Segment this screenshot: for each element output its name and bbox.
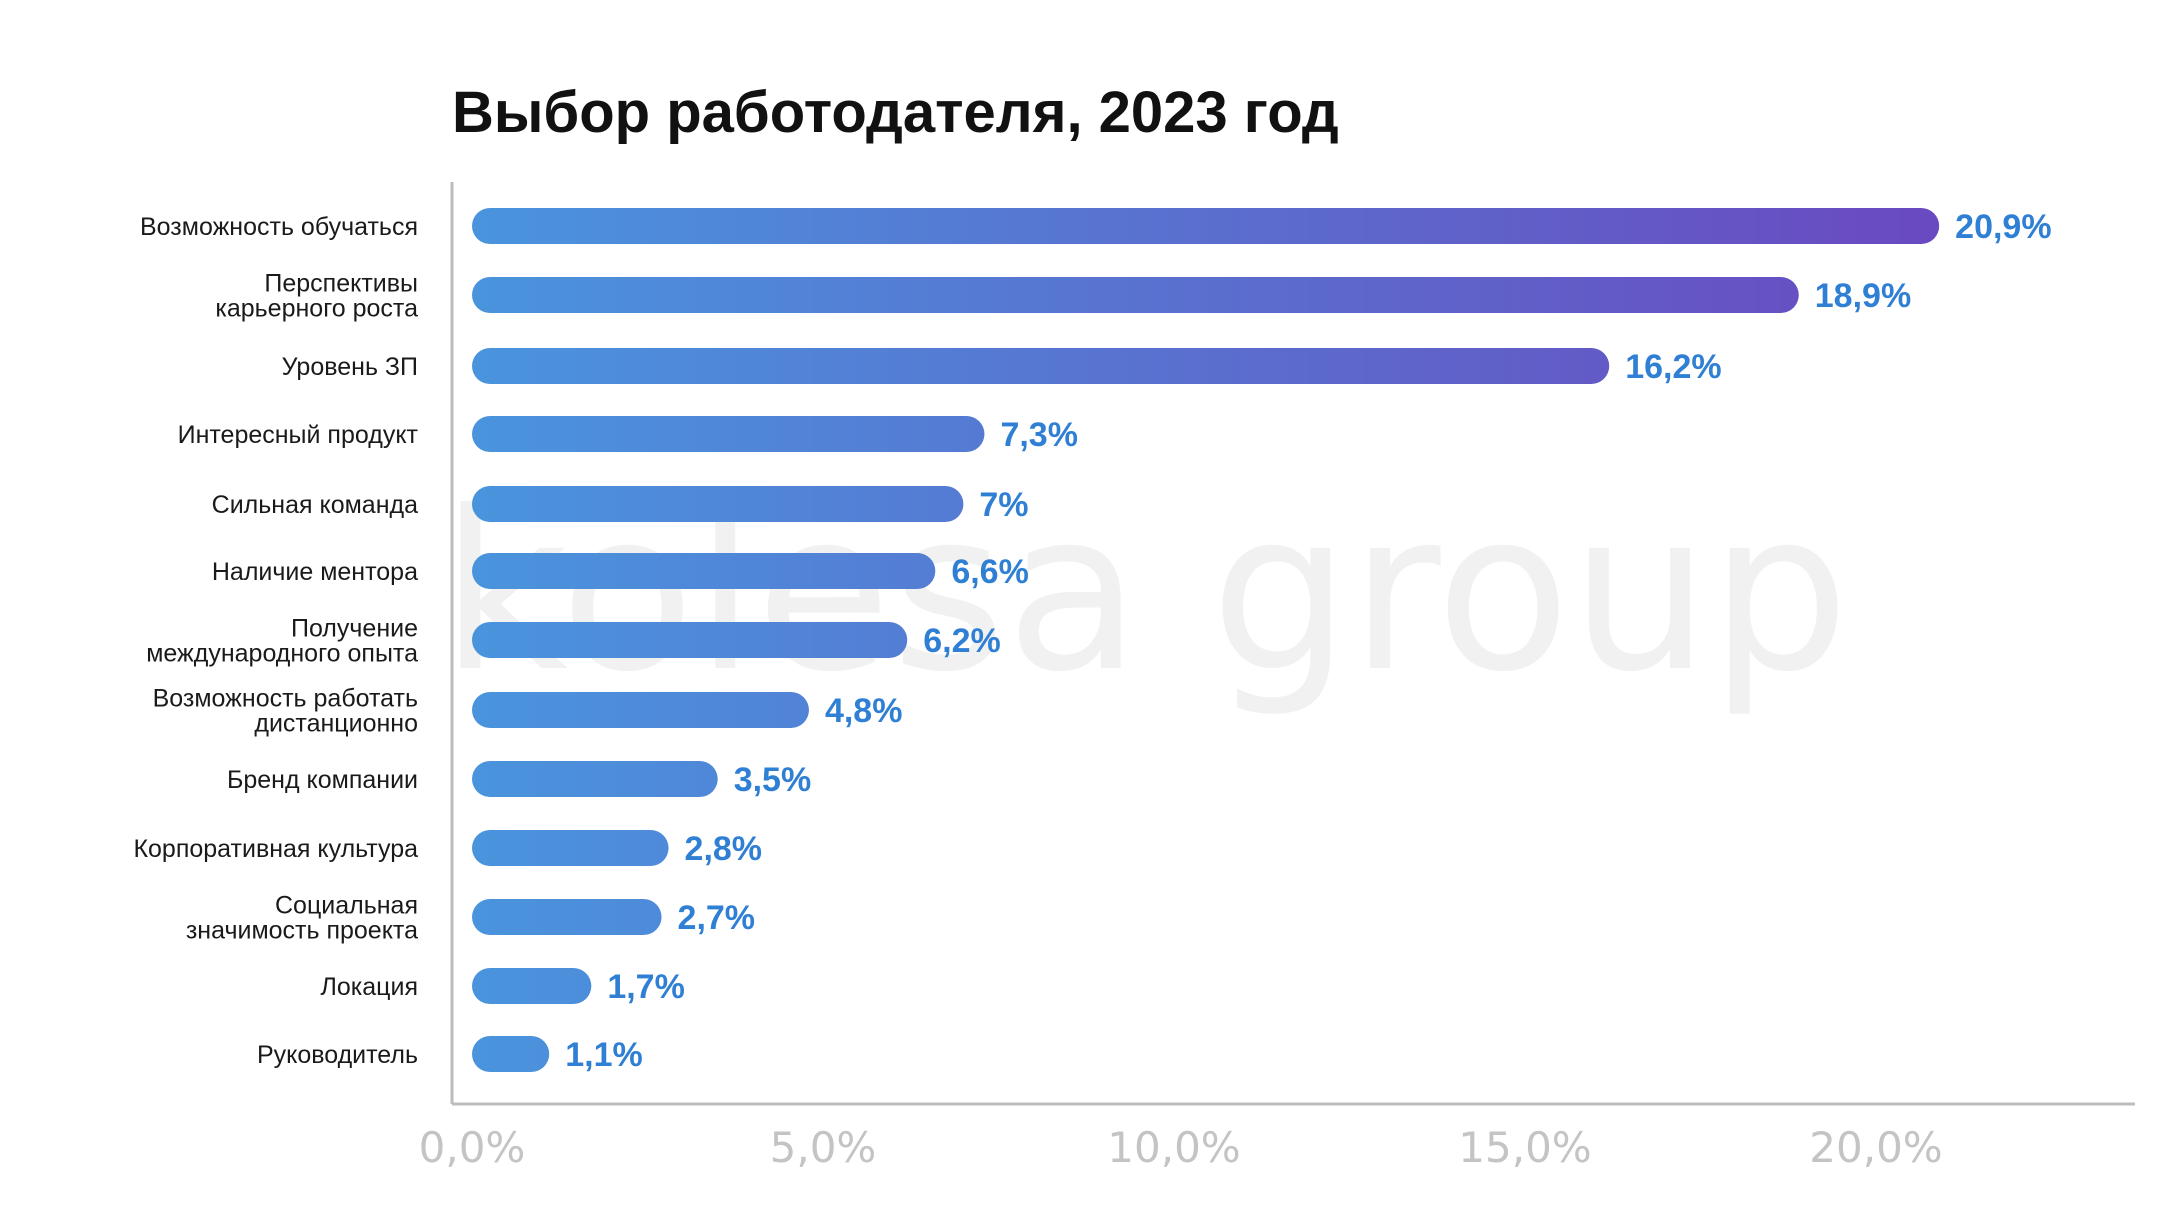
bar [472,622,908,658]
value-label: 1,1% [565,1036,643,1074]
category-label: Бренд компании [227,766,418,794]
category-label: Социальная [275,892,418,920]
x-tick-label: 5,0% [770,1123,877,1172]
bar [472,277,1799,313]
value-label: 2,7% [678,899,756,937]
x-tick-label: 0,0% [419,1123,526,1172]
bar [472,416,985,452]
category-label: дистанционно [254,710,418,738]
value-label: 3,5% [734,761,812,799]
category-label: Наличие ментора [212,558,418,586]
x-tick-label: 10,0% [1107,1123,1240,1172]
value-label: 18,9% [1815,277,1911,315]
bar [472,208,1940,244]
x-tick-label: 20,0% [1809,1123,1942,1172]
bar [472,486,964,522]
category-label: Локация [320,973,418,1001]
value-label: 4,8% [825,692,903,730]
x-ticks-group: 0,0% 5,0% 10,0% 15,0% 20,0% [419,1123,1943,1172]
category-label: Уровень ЗП [282,353,418,381]
category-label: Получение [291,615,418,643]
value-label: 2,8% [685,830,763,868]
category-label: карьерного роста [215,295,418,323]
value-label: 6,6% [951,553,1029,591]
value-label: 7% [979,486,1028,524]
value-label: 7,3% [1000,416,1077,454]
value-label: 20,9% [1955,208,2051,246]
value-label: 16,2% [1625,348,1721,386]
bar [472,761,718,797]
x-tick-label: 15,0% [1458,1123,1591,1172]
category-label: Интересный продукт [178,421,419,449]
bar [472,553,936,589]
value-label: 1,7% [607,968,685,1006]
chart-title: Выбор работодателя, 2023 год [452,80,1339,145]
bar [472,692,809,728]
category-label: международного опыта [146,640,418,668]
value-label: 6,2% [923,622,1001,660]
category-label: Корпоративная культура [133,835,418,863]
bar [472,1036,550,1072]
bars-group: 20,9% Возможность обучаться 18,9% Перспекти… [133,208,2052,1074]
bar [472,348,1610,384]
bar [472,830,669,866]
bar [472,968,592,1004]
category-label: Сильная команда [212,491,418,519]
category-label: Возможность работать [153,685,418,713]
category-label: Руководитель [257,1041,418,1069]
category-label: значимость проекта [186,917,418,945]
category-label: Перспективы [264,270,418,298]
category-label: Возможность обучаться [140,213,418,241]
bar [472,899,662,935]
